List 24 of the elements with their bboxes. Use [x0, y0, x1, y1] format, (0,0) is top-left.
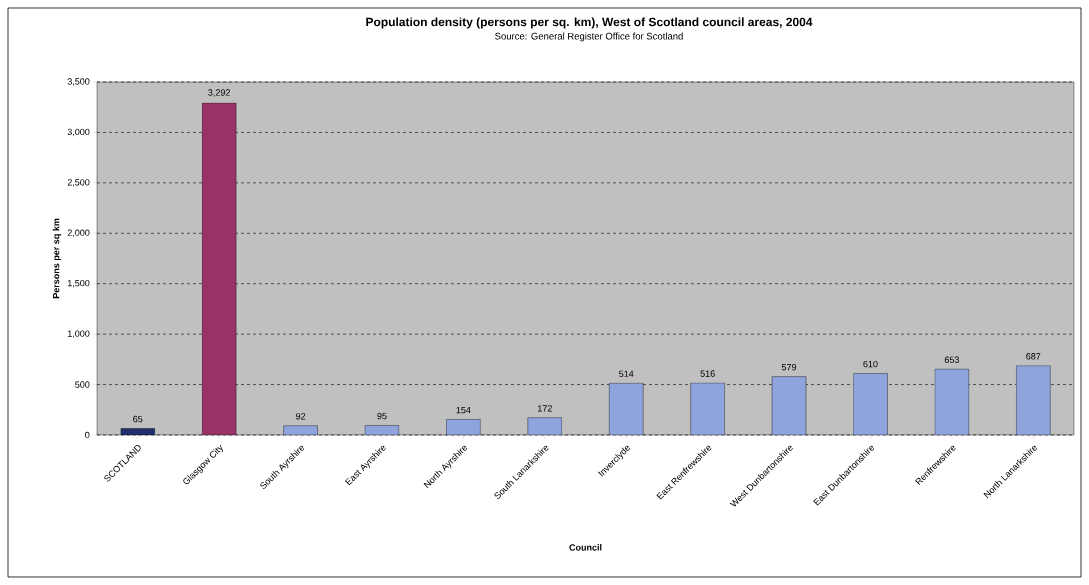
data-label: 3,292 [208, 89, 230, 97]
y-tick-label: 500 [75, 381, 90, 388]
x-axis-title: Council [569, 544, 602, 551]
data-label: 687 [1026, 353, 1041, 360]
data-label: 579 [781, 364, 797, 371]
y-tick-label: 2,000 [67, 229, 90, 237]
y-tick-label: 0 [85, 431, 90, 439]
y-tick-label: 1,500 [67, 279, 90, 288]
chart-subtitle: Source: General Register Office for Scotland [495, 32, 683, 42]
data-label: 154 [456, 406, 471, 414]
y-tick-label: 1,000 [67, 330, 90, 338]
data-label: 65 [133, 415, 143, 423]
data-label: 95 [377, 412, 387, 420]
data-label: 516 [700, 370, 715, 377]
data-label: 172 [537, 405, 552, 412]
data-label: 514 [619, 370, 634, 377]
data-label: 92 [295, 413, 306, 420]
chart-title: Population density (persons per sq. km), West of Scotland council areas, 2004 [366, 17, 813, 29]
y-tick-label: 3,000 [67, 128, 90, 137]
y-axis-title: Persons per sq km [52, 218, 62, 299]
y-tick-label: 3,500 [67, 78, 90, 86]
data-label: 610 [863, 360, 878, 368]
y-tick-label: 2,500 [67, 179, 90, 187]
data-label: 653 [944, 356, 959, 363]
